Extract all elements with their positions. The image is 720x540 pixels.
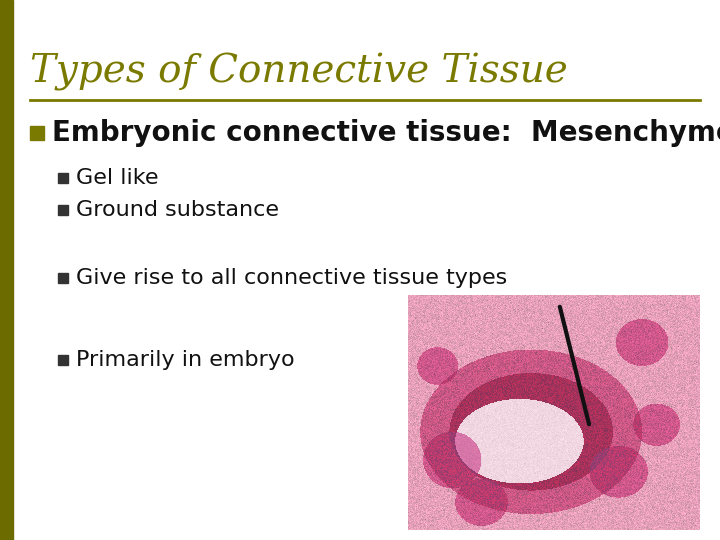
Bar [58, 173, 68, 183]
Bar [58, 355, 68, 365]
Bar [58, 205, 68, 215]
Text: Types of Connective Tissue: Types of Connective Tissue [30, 53, 568, 91]
Bar [30, 126, 44, 140]
Text: Gel like: Gel like [76, 168, 158, 188]
Bar [0, 0, 13, 540]
Bar [58, 273, 68, 283]
Text: Give rise to all connective tissue types: Give rise to all connective tissue types [76, 268, 508, 288]
Text: Embryonic connective tissue:  Mesenchyme: Embryonic connective tissue: Mesenchyme [52, 119, 720, 147]
Text: Primarily in embryo: Primarily in embryo [76, 350, 294, 370]
Text: Ground substance: Ground substance [76, 200, 279, 220]
